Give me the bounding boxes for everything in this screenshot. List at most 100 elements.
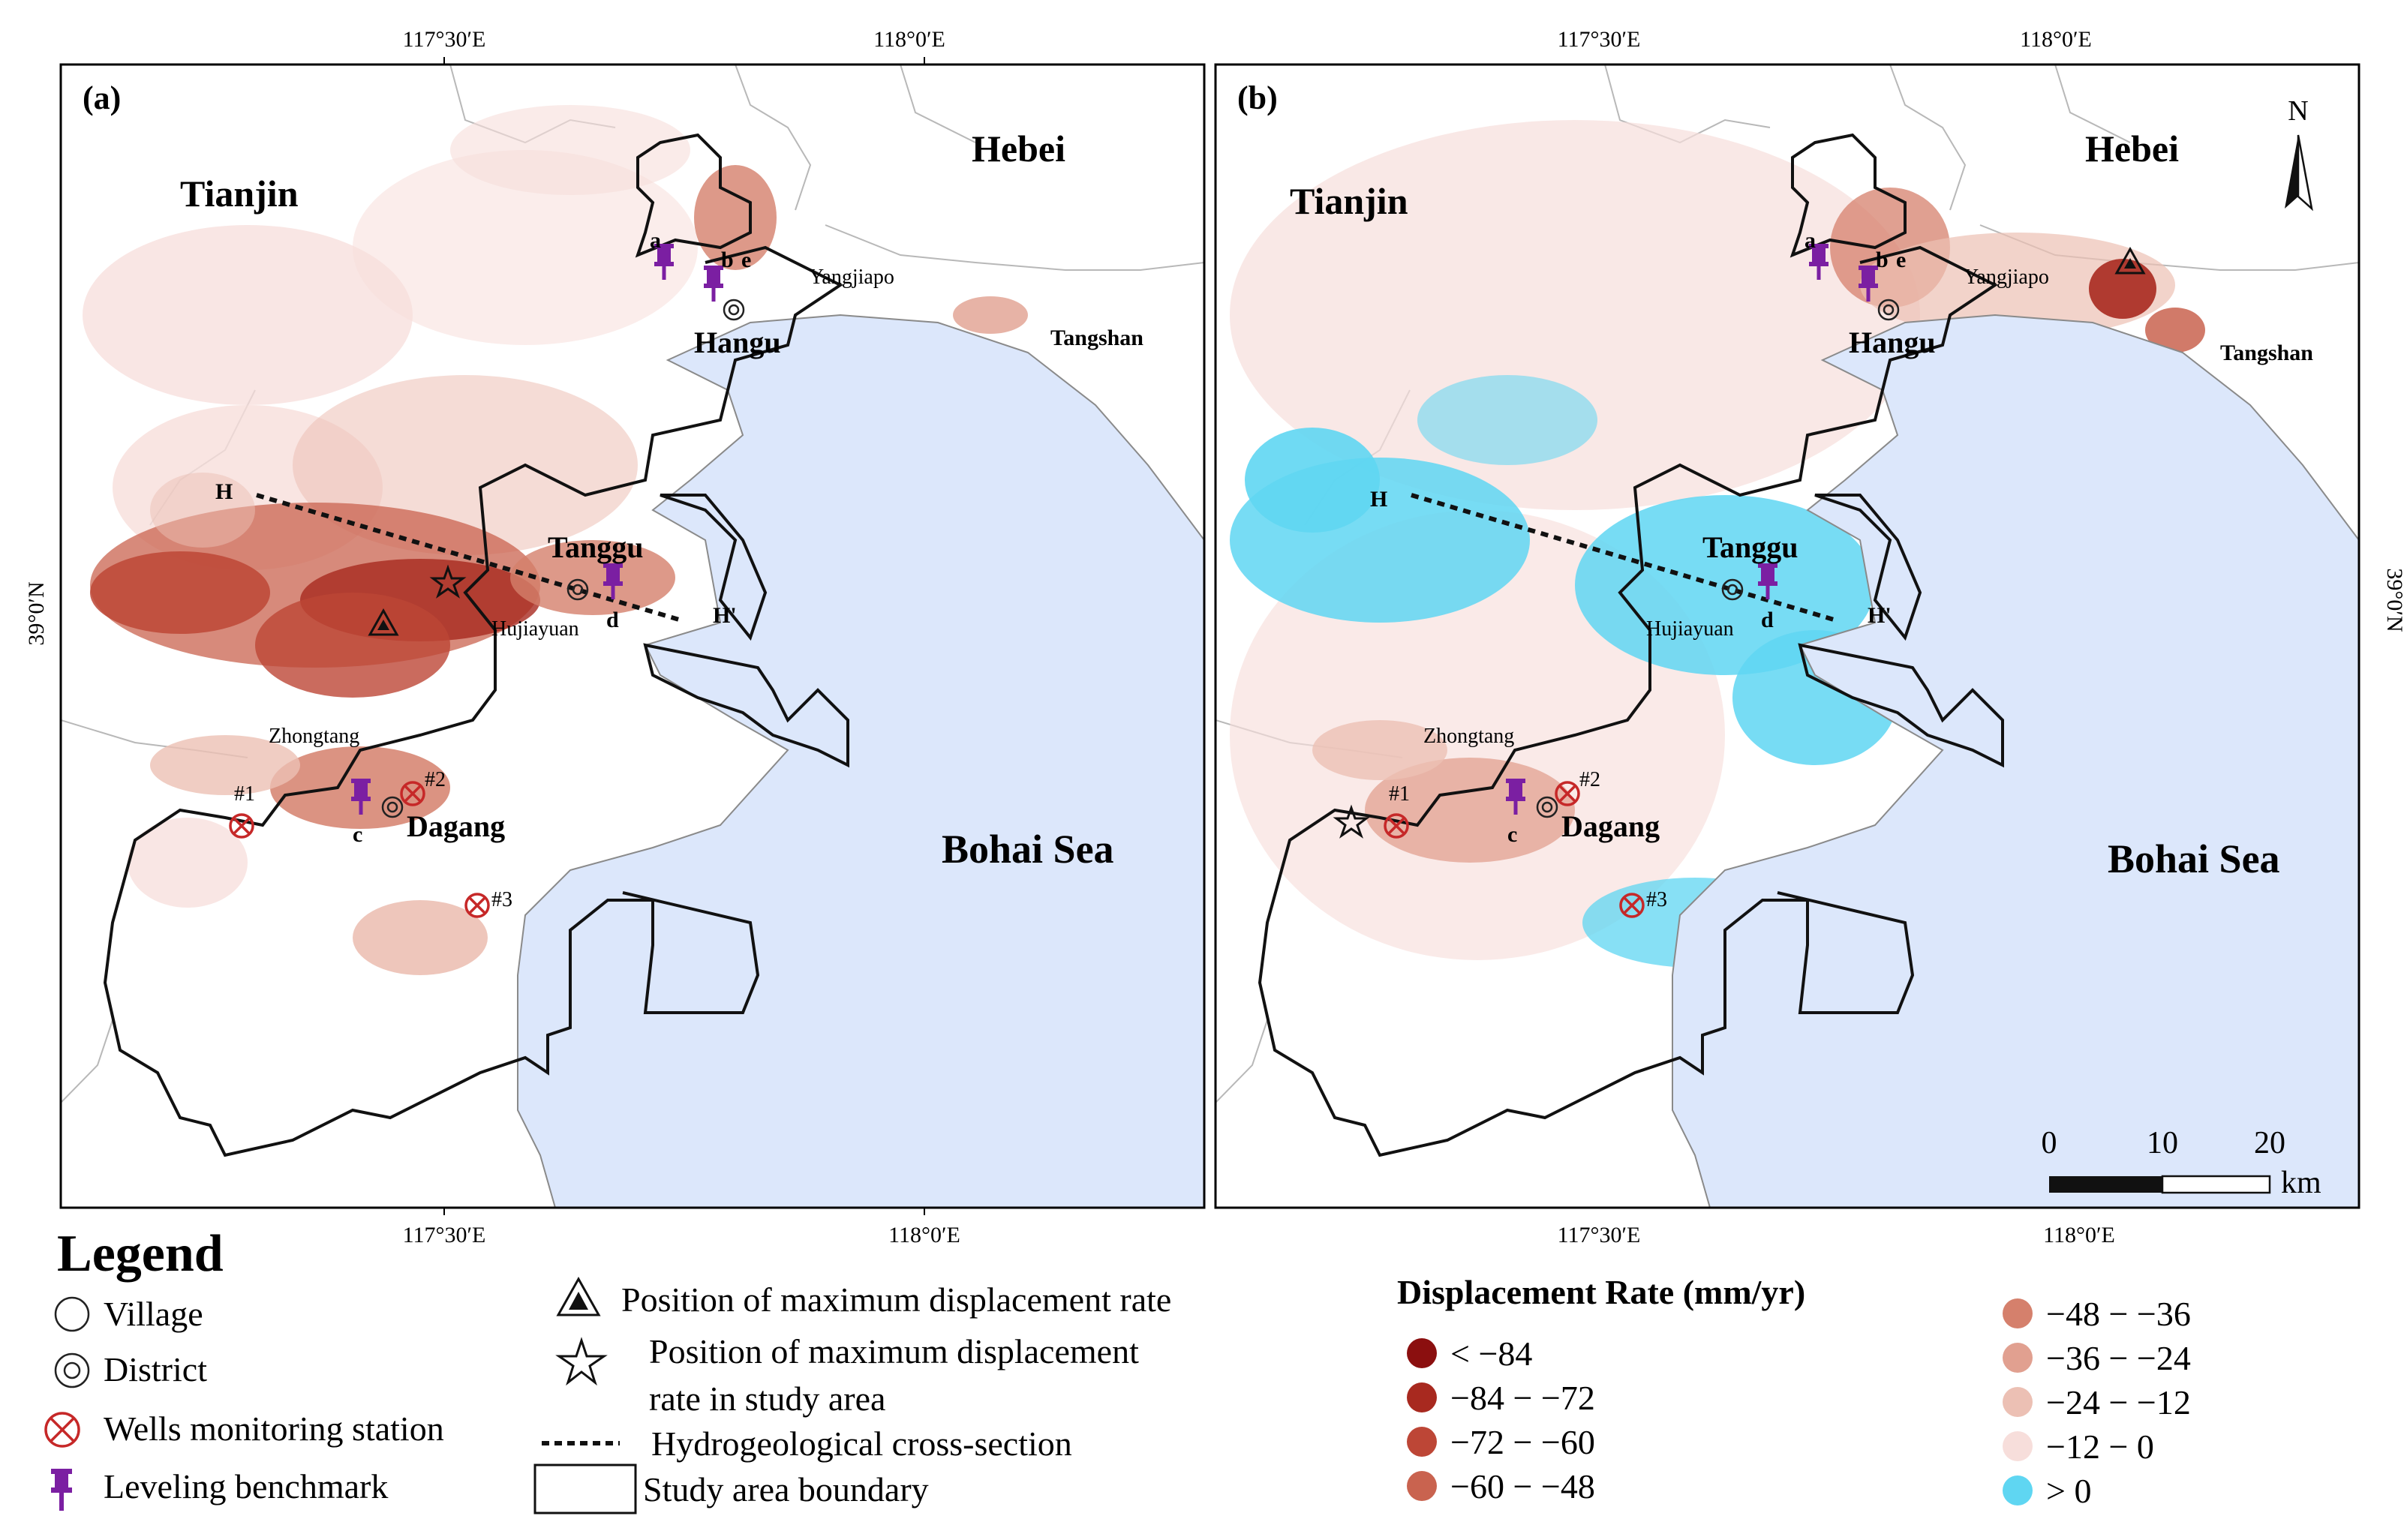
legend-title: Legend — [57, 1225, 224, 1283]
panel-b: (b) Tianjin Hebei Bohai Sea Hangu Tanggu… — [1214, 27, 2407, 1247]
rate-label-8: > 0 — [2046, 1472, 2091, 1510]
max-rate-study-symbol — [555, 1337, 608, 1386]
legend-cross-section: Hydrogeological cross-section — [651, 1424, 1072, 1463]
section-start-label: H — [215, 479, 233, 504]
place-label-tangshan: Tangshan — [2220, 341, 2313, 365]
legend-leveling: Leveling benchmark — [104, 1467, 388, 1505]
rate-legend: < −84 −84 − −72 −72 − −60 −60 − −48 −48 − −3… — [1407, 1295, 2191, 1510]
benchmark-label-e: e — [741, 248, 751, 272]
benchmark-label-a: a — [1804, 228, 1816, 253]
well-label-1: #1 — [1389, 782, 1410, 806]
lon-tick-top-2: 118°0′E — [2020, 27, 2092, 52]
benchmark-label-e: e — [1896, 248, 1906, 272]
max-rate-marker — [2114, 246, 2146, 275]
max-rate-symbol — [556, 1276, 601, 1316]
rate-label-1: −84 − −72 — [1450, 1379, 1595, 1417]
benchmark-label-d: d — [606, 608, 619, 632]
place-label-dagang: Dagang — [407, 809, 505, 843]
cross-section-line — [1411, 493, 1835, 622]
max-rate-marker — [368, 608, 399, 636]
rate-label-6: −24 − −12 — [2046, 1383, 2191, 1421]
region-label-hebei: Hebei — [2085, 128, 2179, 170]
rate-label-4: −48 − −36 — [2046, 1295, 2191, 1333]
panel-a-map: (a) Tianjin Hebei Bohai Sea Hangu Tanggu… — [61, 65, 1204, 1208]
rate-label-5: −36 − −24 — [2046, 1339, 2191, 1377]
place-label-hangu: Hangu — [1849, 326, 1936, 359]
north-arrow: N — [2285, 95, 2313, 212]
legend-wells: Wells monitoring station — [104, 1409, 444, 1448]
rate-label-7: −12 − 0 — [2046, 1427, 2154, 1466]
lon-tick-bottom-2: 118°0′E — [888, 1223, 960, 1247]
lat-tick-right: 39°0′N — [2382, 568, 2407, 632]
place-label-tanggu: Tanggu — [1702, 530, 1798, 564]
place-label-hangu: Hangu — [694, 326, 781, 359]
panel-b-map: (b) Tianjin Hebei Bohai Sea Hangu Tanggu… — [1216, 65, 2359, 1208]
rate-label-0: < −84 — [1450, 1334, 1532, 1373]
legend-village: Village — [104, 1295, 203, 1333]
place-label-zhongtang: Zhongtang — [269, 725, 359, 748]
panel-a: (a) Tianjin Hebei Bohai Sea Hangu Tanggu… — [24, 27, 1206, 1247]
panel-a-frame — [59, 63, 1206, 1209]
well-label-2: #2 — [1579, 768, 1600, 791]
lon-tick-bottom-1: 117°30′E — [403, 1223, 486, 1247]
legend: Legend Village District Wells monitoring… — [44, 1225, 2191, 1514]
scale-tick-0: 0 — [2042, 1126, 2057, 1160]
max-rate-marker-fill — [2124, 258, 2136, 269]
boundary-symbol — [533, 1463, 637, 1514]
well-label-3: #3 — [491, 888, 512, 911]
well-label-3: #3 — [1646, 888, 1667, 911]
rate-swatch-7 — [2003, 1431, 2033, 1461]
place-label-tanggu: Tanggu — [548, 530, 644, 564]
region-label-tianjin: Tianjin — [180, 173, 299, 215]
max-rate-study-marker — [429, 564, 467, 599]
well-label-2: #2 — [425, 768, 446, 791]
place-label-hujiayuan: Hujiayuan — [1646, 617, 1734, 641]
lon-tick-top-1: 117°30′E — [403, 27, 486, 52]
place-label-yangjiapo: Yangjiapo — [809, 266, 894, 289]
north-label: N — [2288, 95, 2308, 127]
region-label-hebei: Hebei — [972, 128, 1065, 170]
rate-legend-title: Displacement Rate (mm/yr) — [1397, 1273, 1805, 1311]
rate-label-3: −60 − −48 — [1450, 1467, 1595, 1505]
benchmark-symbol — [51, 1469, 72, 1511]
benchmark-label-b: b — [1876, 248, 1889, 272]
place-label-hujiayuan: Hujiayuan — [491, 617, 579, 641]
lon-tick-top-2: 118°0′E — [873, 27, 945, 52]
region-label-sea: Bohai Sea — [2108, 836, 2280, 881]
rate-swatch-3 — [1407, 1471, 1437, 1501]
legend-max-rate-study-2: rate in study area — [649, 1379, 885, 1418]
rate-swatch-8 — [2003, 1475, 2033, 1505]
legend-district: District — [104, 1350, 207, 1388]
benchmark-label-b: b — [721, 248, 734, 272]
panel-b-frame — [1214, 63, 2360, 1209]
village-symbol — [54, 1296, 90, 1332]
place-label-tangshan: Tangshan — [1050, 326, 1143, 350]
rate-swatch-4 — [2003, 1298, 2033, 1328]
lat-tick-left: 39°0′N — [24, 581, 49, 645]
legend-boundary: Study area boundary — [643, 1470, 929, 1508]
cross-section-line — [256, 493, 680, 622]
scale-tick-10: 10 — [2147, 1126, 2178, 1160]
rate-swatch-1 — [1407, 1382, 1437, 1412]
benchmark-label-d: d — [1761, 608, 1774, 632]
region-label-sea: Bohai Sea — [942, 827, 1114, 872]
legend-max-rate: Position of maximum displacement rate — [621, 1280, 1171, 1319]
section-start-label: H — [1370, 487, 1387, 512]
well-symbol — [44, 1412, 80, 1448]
well-label-1: #1 — [234, 782, 255, 806]
scale-bar: 0 10 20 km — [2042, 1126, 2322, 1200]
lon-tick-top-1: 117°30′E — [1558, 27, 1641, 52]
rate-swatch-6 — [2003, 1387, 2033, 1417]
rate-swatch-2 — [1407, 1427, 1437, 1457]
region-label-tianjin: Tianjin — [1290, 180, 1408, 222]
max-rate-study-marker — [1333, 804, 1370, 839]
panel-tag: (b) — [1237, 80, 1278, 116]
scale-unit: km — [2281, 1166, 2321, 1200]
place-label-zhongtang: Zhongtang — [1423, 725, 1514, 748]
rate-swatch-0 — [1407, 1338, 1437, 1368]
max-rate-marker-fill — [377, 620, 389, 630]
panel-tag: (a) — [83, 80, 121, 116]
district-symbol — [54, 1352, 90, 1388]
lon-tick-bottom-2: 118°0′E — [2043, 1223, 2115, 1247]
